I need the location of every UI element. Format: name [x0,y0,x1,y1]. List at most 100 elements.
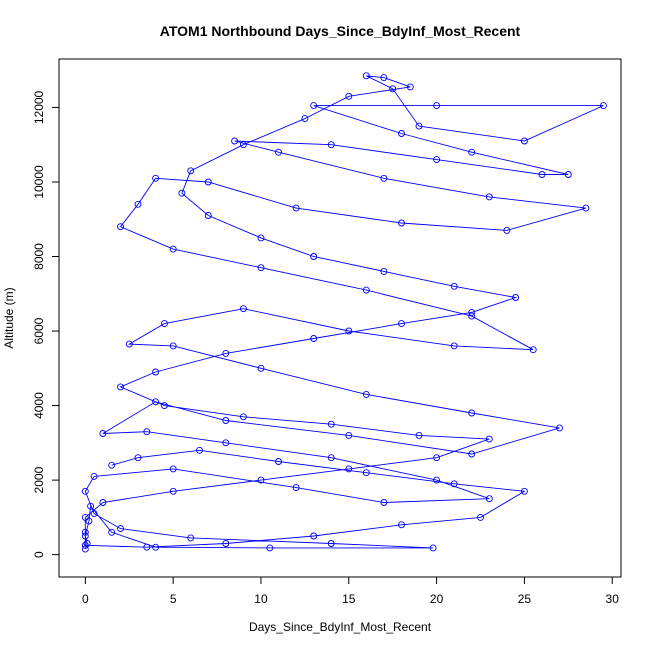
data-point [599,102,607,110]
data-point [81,528,89,536]
data-point [169,245,177,253]
data-point [239,413,247,421]
data-point [301,115,309,123]
data-point [310,532,318,540]
data-point [398,130,405,137]
data-point [169,465,177,473]
data-point [362,390,370,398]
data-point [292,204,300,212]
data-point [152,543,160,551]
y-tick-label: 4000 [32,392,46,419]
y-tick-label: 2000 [32,466,46,493]
data-point [380,267,388,275]
data-point [85,517,93,525]
data-point [362,286,370,294]
data-point [108,528,116,536]
data-point [222,417,230,424]
data-point [222,349,230,357]
y-tick-label: 8000 [32,243,46,270]
data-point [108,461,116,469]
data-point [125,340,133,348]
data-point [477,513,484,521]
data-point [239,141,247,149]
data-point [362,72,370,80]
data-point [398,219,405,227]
data-point [327,454,335,462]
y-axis: 0 2000 4000 6000 8000 10000 12000 [32,90,60,558]
data-point [134,454,142,462]
data-point [178,189,186,197]
data-point [257,264,265,272]
data-point [222,439,230,447]
data-point [187,534,195,542]
data-point [160,320,168,328]
data-point [90,510,98,518]
data-point [327,141,335,149]
data-point [81,487,89,495]
data-point [117,525,124,533]
x-tick-label: 5 [170,592,177,606]
data-point [257,234,265,242]
data-point [468,312,476,320]
data-point [90,472,98,480]
data-point [327,420,335,428]
data-point [152,368,160,376]
y-tick-label: 10000 [32,165,46,199]
data-point [389,85,397,93]
data-point [450,282,458,290]
x-tick-label: 10 [254,592,268,606]
data-point [398,521,405,529]
data-point [275,458,282,465]
data-point [450,342,458,350]
data-point [310,253,318,260]
data-point [345,465,353,473]
data-point [380,499,388,506]
data-point [99,430,107,437]
y-axis-label: Altitude (m) [2,287,16,348]
data-point [81,532,89,540]
data-point [117,383,124,391]
plot-area [81,72,607,553]
data-point [485,495,493,503]
data-point [152,174,160,182]
data-point [582,204,590,212]
data-point [310,335,318,342]
y-tick-label: 12000 [32,90,46,124]
data-point [222,540,230,547]
data-point [468,148,476,156]
data-point [160,402,168,410]
data-point [81,541,89,549]
data-point [345,92,353,100]
data-point [83,540,91,547]
chart-title: ATOM1 Northbound Days_Since_BdyInf_Most_… [160,23,521,39]
data-point [503,226,511,234]
data-point [564,171,572,178]
data-point [433,476,441,484]
y-tick-label: 0 [32,551,46,558]
y-tick-label: 6000 [32,317,46,344]
data-point [231,137,239,145]
data-point [468,450,476,458]
data-point [169,487,177,495]
data-point [485,193,493,201]
data-point [117,223,124,231]
data-point [512,294,520,301]
data-point [266,544,274,552]
data-point [520,137,528,145]
data-point [152,398,160,406]
data-point [143,428,151,436]
data-point [143,543,151,551]
data-point [468,409,476,417]
data-point [450,480,458,488]
data-point [415,122,423,130]
data-point [134,200,142,208]
x-tick-label: 20 [430,592,444,606]
data-point [485,435,493,443]
data-point [380,74,388,82]
data-point [406,83,414,91]
data-point [257,476,265,484]
x-axis: 0 5 10 15 20 25 30 [82,576,619,606]
data-point [204,178,212,186]
data-point [204,212,212,219]
